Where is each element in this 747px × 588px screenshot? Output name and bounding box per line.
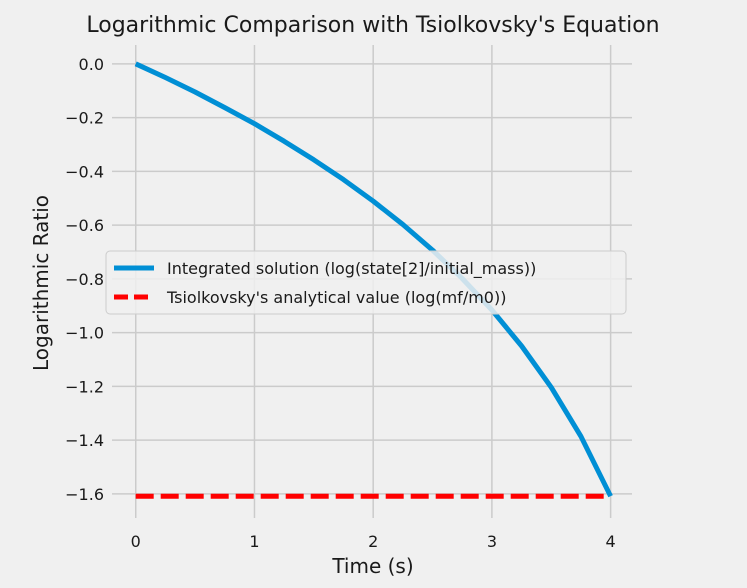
y-tick-label: 0.0: [79, 55, 104, 74]
y-tick-label: −0.8: [65, 270, 104, 289]
y-tick-label: −1.2: [65, 377, 104, 396]
legend: Integrated solution (log(state[2]/initia…: [105, 250, 627, 315]
legend-label-integrated: Integrated solution (log(state[2]/initia…: [167, 259, 536, 279]
y-tick-label: −1.4: [65, 431, 104, 450]
series-layer: [134, 61, 613, 499]
chart-title: Logarithmic Comparison with Tsiolkovsky'…: [86, 13, 659, 38]
y-tick-label: −0.2: [65, 109, 104, 128]
legend-label-tsiolkovsky: Tsiolkovsky's analytical value (log(mf/m…: [166, 288, 506, 307]
x-tick-label: 3: [487, 532, 497, 551]
x-tick-label: 1: [249, 532, 259, 551]
x-tick-label: 4: [606, 532, 616, 551]
series-line-integrated: [134, 61, 613, 498]
x-axis-label: Time (s): [331, 554, 413, 578]
y-tick-label: −1.6: [65, 485, 104, 504]
legend-box: [105, 250, 627, 315]
y-tick-label: −0.4: [65, 162, 104, 181]
y-axis-label: Logarithmic Ratio: [29, 195, 53, 371]
y-tick-label: −0.6: [65, 216, 104, 235]
y-tick-label: −1.0: [65, 324, 104, 343]
x-tick-label: 0: [131, 532, 141, 551]
tick-labels: 0 1 2 3 4 0.0 −0.2 −0.4 −0.6 −0.8 −1.0 −1.2 −1.4 −1.6: [65, 55, 616, 551]
x-tick-label: 2: [368, 532, 378, 551]
